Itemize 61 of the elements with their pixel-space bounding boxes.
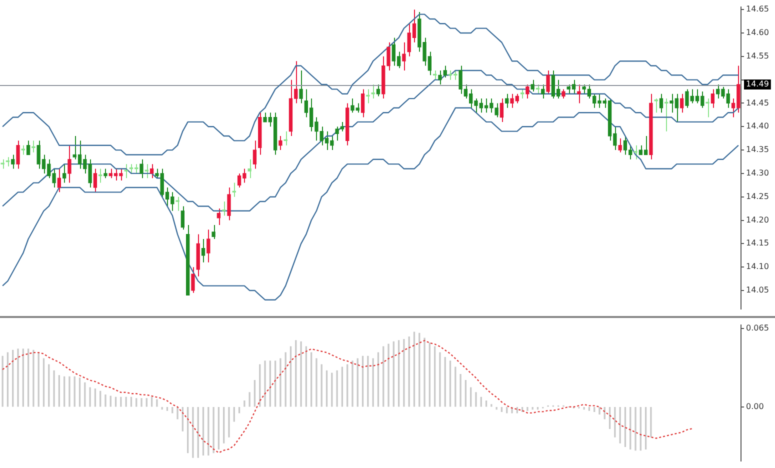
candlestick xyxy=(634,144,638,160)
candlestick xyxy=(191,266,195,294)
candlestick xyxy=(0,158,4,170)
candlestick xyxy=(252,140,257,170)
candlestick xyxy=(360,88,365,118)
y-tick-label: 0.00 xyxy=(746,402,764,411)
candlestick xyxy=(212,224,216,240)
candlestick xyxy=(93,168,98,193)
y-tick-label: 0.065 xyxy=(746,324,769,332)
candlestick xyxy=(11,154,15,170)
y-tick-label: 14.60 xyxy=(746,28,769,38)
y-tick-label: 14.30 xyxy=(746,168,769,178)
candlestick xyxy=(150,164,154,179)
candlestick xyxy=(26,140,30,156)
candlestick xyxy=(562,88,566,100)
candlestick xyxy=(124,164,128,179)
y-tick-label: 14.05 xyxy=(746,286,769,295)
candlestick xyxy=(299,70,303,104)
candlestick xyxy=(618,138,622,153)
y-tick-label: 14.15 xyxy=(746,238,769,248)
candlestick xyxy=(371,84,375,100)
candlestick xyxy=(526,84,530,100)
ref-line-label: 14.49 xyxy=(746,80,769,89)
candlestick xyxy=(366,88,370,104)
candlestick xyxy=(216,208,221,226)
candlestick xyxy=(376,84,380,97)
candlestick xyxy=(104,168,108,179)
candlestick xyxy=(710,88,715,108)
candlestick xyxy=(16,140,20,170)
y-tick-label: 14.55 xyxy=(746,52,769,60)
candlestick xyxy=(248,158,252,179)
candlestick xyxy=(500,98,504,122)
candlestick xyxy=(180,206,185,230)
y-tick-label: 14.20 xyxy=(746,215,769,224)
y-tick-label: 14.45 xyxy=(746,98,769,108)
y-tick-label: 14.25 xyxy=(746,192,769,201)
candlestick xyxy=(278,136,282,151)
candlestick xyxy=(659,93,664,114)
candlestick xyxy=(140,158,144,179)
candlestick xyxy=(176,196,180,212)
y-tick-label: 14.10 xyxy=(746,262,769,272)
candlestick xyxy=(32,140,36,153)
candlestick xyxy=(227,186,231,221)
line-series xyxy=(2,340,693,454)
candlestick xyxy=(530,79,534,92)
candlestick xyxy=(57,168,62,193)
y-tick-label: 14.35 xyxy=(746,145,769,154)
candlestick xyxy=(206,229,210,263)
y-tick-label: 14.40 xyxy=(746,122,769,131)
candlestick xyxy=(68,144,72,184)
candlestick xyxy=(201,238,206,263)
candlestick xyxy=(21,144,25,156)
candlestick xyxy=(680,93,684,114)
candlestick xyxy=(541,84,545,100)
y-tick-label: 14.65 xyxy=(746,4,769,14)
candlestick xyxy=(505,93,509,108)
candlestick xyxy=(706,98,710,118)
candlestick xyxy=(402,42,406,71)
candlestick xyxy=(577,84,581,104)
candlestick xyxy=(62,164,66,184)
candlestick xyxy=(546,70,550,94)
